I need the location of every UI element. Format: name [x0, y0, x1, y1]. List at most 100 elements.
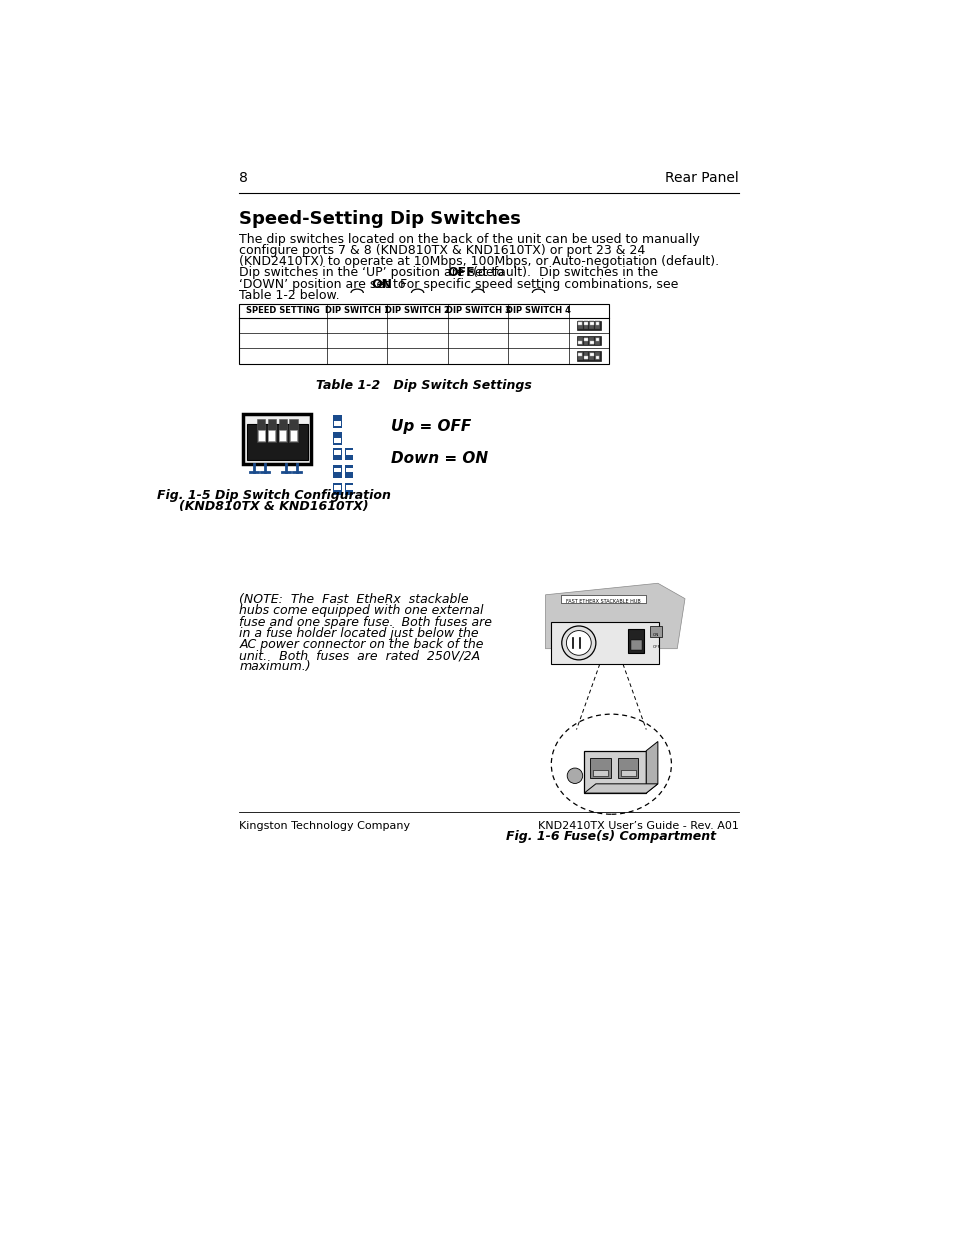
Bar: [334, 485, 340, 490]
Bar: [345, 468, 353, 472]
Bar: [247, 424, 307, 461]
Text: maximum.): maximum.): [239, 661, 311, 673]
Bar: [243, 414, 311, 464]
Bar: [578, 337, 582, 345]
Bar: [583, 352, 588, 359]
Text: (NOTE:  The  Fast  EtheRx  stackable: (NOTE: The Fast EtheRx stackable: [239, 593, 469, 606]
Bar: [344, 448, 353, 461]
Bar: [596, 322, 598, 325]
Bar: [345, 450, 353, 454]
Circle shape: [561, 626, 596, 659]
Text: (KND2410TX) to operate at 10Mbps, 100Mbps, or Auto-negotiation (default).: (KND2410TX) to operate at 10Mbps, 100Mbp…: [239, 256, 719, 268]
Text: DIP SWITCH 2: DIP SWITCH 2: [385, 306, 450, 315]
Bar: [239, 304, 608, 364]
Text: in a fuse holder located just below the: in a fuse holder located just below the: [239, 626, 478, 640]
Text: Dip switches in the ‘UP’ position are set to: Dip switches in the ‘UP’ position are se…: [239, 267, 508, 279]
Circle shape: [567, 768, 582, 783]
Text: (KND810TX & KND1610TX): (KND810TX & KND1610TX): [178, 500, 368, 513]
Bar: [290, 430, 296, 441]
Bar: [583, 751, 645, 793]
Text: Speed-Setting Dip Switches: Speed-Setting Dip Switches: [239, 210, 520, 227]
Text: The dip switches located on the back of the unit can be used to manually: The dip switches located on the back of …: [239, 233, 700, 246]
Text: configure ports 7 & 8 (KND810TX & KND1610TX) or port 23 & 24: configure ports 7 & 8 (KND810TX & KND161…: [239, 245, 645, 257]
Bar: [596, 356, 598, 359]
Bar: [589, 352, 594, 359]
Bar: [256, 419, 265, 442]
Bar: [589, 321, 594, 330]
Bar: [345, 485, 353, 490]
Bar: [595, 337, 599, 345]
Bar: [578, 341, 581, 343]
Bar: [577, 352, 600, 361]
Circle shape: [566, 631, 591, 656]
Bar: [278, 419, 287, 442]
Text: Fig. 1-6 Fuse(s) Compartment: Fig. 1-6 Fuse(s) Compartment: [506, 830, 716, 842]
Bar: [630, 640, 641, 651]
Bar: [578, 353, 581, 356]
Bar: [620, 769, 636, 776]
Text: ON: ON: [653, 632, 659, 636]
Bar: [577, 321, 600, 330]
Bar: [334, 450, 340, 454]
Text: DIP SWITCH 1: DIP SWITCH 1: [324, 306, 389, 315]
Bar: [583, 356, 587, 359]
Ellipse shape: [551, 714, 671, 814]
Bar: [289, 419, 297, 442]
Bar: [333, 415, 341, 427]
Text: Down = ON: Down = ON: [391, 451, 488, 466]
Polygon shape: [645, 741, 658, 793]
Text: ‘DOWN’ position are set to: ‘DOWN’ position are set to: [239, 278, 410, 290]
Polygon shape: [583, 784, 658, 793]
Bar: [583, 321, 588, 330]
Bar: [550, 621, 659, 664]
Text: Table 1-2 below.: Table 1-2 below.: [239, 289, 339, 301]
Bar: [590, 322, 593, 325]
Bar: [578, 352, 582, 359]
Text: DIP SWITCH 4: DIP SWITCH 4: [505, 306, 570, 315]
Text: ON: ON: [371, 278, 392, 290]
Text: Up = OFF: Up = OFF: [391, 420, 471, 435]
Bar: [649, 626, 661, 637]
Text: OFF: OFF: [652, 645, 659, 648]
Text: AC power connector on the back of the: AC power connector on the back of the: [239, 638, 483, 651]
Bar: [577, 336, 600, 346]
Text: FAST ETHERX STACKABLE HUB: FAST ETHERX STACKABLE HUB: [566, 599, 640, 604]
Text: .  For specific speed setting combinations, see: . For specific speed setting combination…: [387, 278, 678, 290]
Bar: [596, 337, 598, 341]
Text: DIP SWITCH 3: DIP SWITCH 3: [445, 306, 510, 315]
Bar: [279, 430, 286, 441]
Bar: [334, 468, 340, 472]
Bar: [334, 437, 340, 443]
Text: fuse and one spare fuse.  Both fuses are: fuse and one spare fuse. Both fuses are: [239, 615, 492, 629]
Bar: [589, 337, 594, 345]
Text: Fig. 1-5 Dip Switch Configuration: Fig. 1-5 Dip Switch Configuration: [156, 489, 390, 501]
Bar: [590, 353, 593, 356]
Bar: [333, 432, 341, 445]
Bar: [578, 322, 581, 325]
Bar: [268, 419, 276, 442]
Bar: [257, 430, 264, 441]
Bar: [583, 337, 588, 345]
Bar: [583, 322, 587, 325]
Text: Kingston Technology Company: Kingston Technology Company: [239, 821, 410, 831]
Bar: [344, 466, 353, 478]
Text: OFF: OFF: [447, 267, 475, 279]
Bar: [333, 483, 341, 495]
Bar: [628, 630, 643, 652]
Bar: [618, 758, 638, 778]
Bar: [590, 341, 593, 343]
Bar: [344, 483, 353, 495]
Text: hubs come equipped with one external: hubs come equipped with one external: [239, 604, 483, 618]
Bar: [578, 321, 582, 330]
Polygon shape: [545, 583, 684, 648]
Text: SPEED SETTING: SPEED SETTING: [246, 306, 319, 315]
Bar: [333, 466, 341, 478]
Bar: [583, 337, 587, 341]
Text: KND2410TX User’s Guide - Rev. A01: KND2410TX User’s Guide - Rev. A01: [537, 821, 739, 831]
Bar: [595, 352, 599, 359]
Bar: [268, 430, 275, 441]
Bar: [333, 448, 341, 461]
Text: Rear Panel: Rear Panel: [665, 172, 739, 185]
Bar: [560, 595, 645, 603]
Text: (default).  Dip switches in the: (default). Dip switches in the: [469, 267, 658, 279]
